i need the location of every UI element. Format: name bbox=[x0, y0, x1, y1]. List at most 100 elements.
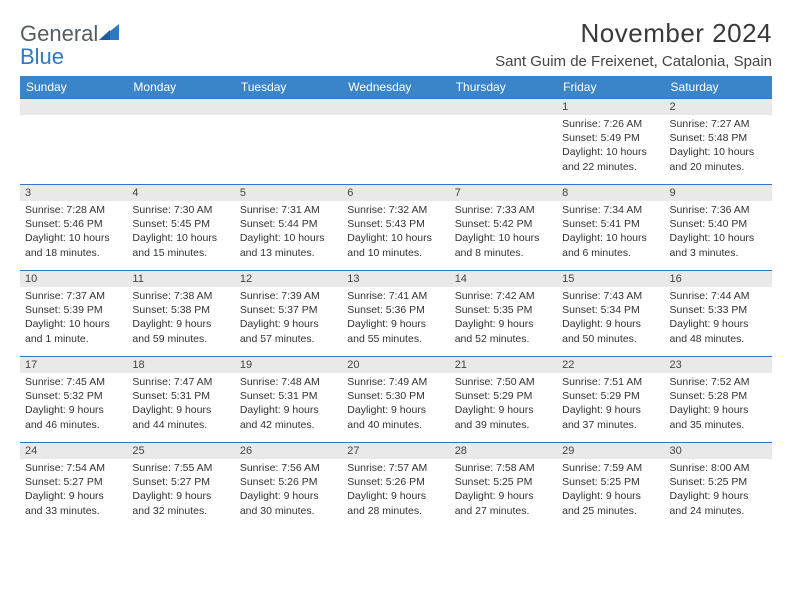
sunset-text: Sunset: 5:40 PM bbox=[670, 217, 767, 231]
calendar-day-cell: 7Sunrise: 7:33 AMSunset: 5:42 PMDaylight… bbox=[450, 185, 557, 271]
daylight-text: Daylight: 9 hours and 44 minutes. bbox=[132, 403, 229, 431]
calendar-empty-cell bbox=[235, 99, 342, 185]
daylight-text: Daylight: 9 hours and 52 minutes. bbox=[455, 317, 552, 345]
sunrise-text: Sunrise: 7:30 AM bbox=[132, 203, 229, 217]
day-details: Sunrise: 7:58 AMSunset: 5:25 PMDaylight:… bbox=[450, 459, 557, 522]
day-details: Sunrise: 7:31 AMSunset: 5:44 PMDaylight:… bbox=[235, 201, 342, 264]
daylight-text: Daylight: 9 hours and 32 minutes. bbox=[132, 489, 229, 517]
sunset-text: Sunset: 5:33 PM bbox=[670, 303, 767, 317]
day-details: Sunrise: 7:55 AMSunset: 5:27 PMDaylight:… bbox=[127, 459, 234, 522]
day-number: 7 bbox=[450, 185, 557, 201]
sunrise-text: Sunrise: 7:43 AM bbox=[562, 289, 659, 303]
daylight-text: Daylight: 9 hours and 28 minutes. bbox=[347, 489, 444, 517]
day-number: 1 bbox=[557, 99, 664, 115]
daylight-text: Daylight: 9 hours and 35 minutes. bbox=[670, 403, 767, 431]
calendar-day-cell: 25Sunrise: 7:55 AMSunset: 5:27 PMDayligh… bbox=[127, 443, 234, 529]
day-number bbox=[127, 99, 234, 115]
calendar-day-cell: 16Sunrise: 7:44 AMSunset: 5:33 PMDayligh… bbox=[665, 271, 772, 357]
day-details: Sunrise: 7:27 AMSunset: 5:48 PMDaylight:… bbox=[665, 115, 772, 178]
header: General Blue November 2024 Sant Guim de … bbox=[20, 18, 772, 70]
sunrise-text: Sunrise: 7:50 AM bbox=[455, 375, 552, 389]
day-number: 30 bbox=[665, 443, 772, 459]
sunrise-text: Sunrise: 7:26 AM bbox=[562, 117, 659, 131]
sunset-text: Sunset: 5:31 PM bbox=[132, 389, 229, 403]
day-number: 5 bbox=[235, 185, 342, 201]
day-details: Sunrise: 7:49 AMSunset: 5:30 PMDaylight:… bbox=[342, 373, 449, 436]
calendar-day-cell: 24Sunrise: 7:54 AMSunset: 5:27 PMDayligh… bbox=[20, 443, 127, 529]
sunrise-text: Sunrise: 7:39 AM bbox=[240, 289, 337, 303]
day-number: 4 bbox=[127, 185, 234, 201]
sail-icon bbox=[99, 24, 121, 47]
weekday-header: Wednesday bbox=[342, 76, 449, 99]
day-number bbox=[20, 99, 127, 115]
sunset-text: Sunset: 5:37 PM bbox=[240, 303, 337, 317]
day-details: Sunrise: 7:54 AMSunset: 5:27 PMDaylight:… bbox=[20, 459, 127, 522]
sunrise-text: Sunrise: 7:41 AM bbox=[347, 289, 444, 303]
sunset-text: Sunset: 5:45 PM bbox=[132, 217, 229, 231]
calendar-empty-cell bbox=[342, 99, 449, 185]
calendar-empty-cell bbox=[127, 99, 234, 185]
day-number: 13 bbox=[342, 271, 449, 287]
sunrise-text: Sunrise: 7:32 AM bbox=[347, 203, 444, 217]
calendar-day-cell: 12Sunrise: 7:39 AMSunset: 5:37 PMDayligh… bbox=[235, 271, 342, 357]
sunrise-text: Sunrise: 7:54 AM bbox=[25, 461, 122, 475]
day-number: 25 bbox=[127, 443, 234, 459]
day-details: Sunrise: 7:48 AMSunset: 5:31 PMDaylight:… bbox=[235, 373, 342, 436]
calendar-day-cell: 22Sunrise: 7:51 AMSunset: 5:29 PMDayligh… bbox=[557, 357, 664, 443]
sunrise-text: Sunrise: 7:33 AM bbox=[455, 203, 552, 217]
day-number: 18 bbox=[127, 357, 234, 373]
day-details: Sunrise: 7:30 AMSunset: 5:45 PMDaylight:… bbox=[127, 201, 234, 264]
day-details: Sunrise: 7:51 AMSunset: 5:29 PMDaylight:… bbox=[557, 373, 664, 436]
day-details: Sunrise: 7:28 AMSunset: 5:46 PMDaylight:… bbox=[20, 201, 127, 264]
sunset-text: Sunset: 5:29 PM bbox=[455, 389, 552, 403]
sunrise-text: Sunrise: 7:48 AM bbox=[240, 375, 337, 389]
calendar-day-cell: 30Sunrise: 8:00 AMSunset: 5:25 PMDayligh… bbox=[665, 443, 772, 529]
day-number: 19 bbox=[235, 357, 342, 373]
day-number bbox=[450, 99, 557, 115]
sunset-text: Sunset: 5:28 PM bbox=[670, 389, 767, 403]
day-details: Sunrise: 7:26 AMSunset: 5:49 PMDaylight:… bbox=[557, 115, 664, 178]
calendar-day-cell: 20Sunrise: 7:49 AMSunset: 5:30 PMDayligh… bbox=[342, 357, 449, 443]
day-details: Sunrise: 7:33 AMSunset: 5:42 PMDaylight:… bbox=[450, 201, 557, 264]
calendar-day-cell: 28Sunrise: 7:58 AMSunset: 5:25 PMDayligh… bbox=[450, 443, 557, 529]
daylight-text: Daylight: 10 hours and 10 minutes. bbox=[347, 231, 444, 259]
sunset-text: Sunset: 5:32 PM bbox=[25, 389, 122, 403]
daylight-text: Daylight: 9 hours and 50 minutes. bbox=[562, 317, 659, 345]
brand-part1: General bbox=[20, 21, 98, 46]
sunrise-text: Sunrise: 7:57 AM bbox=[347, 461, 444, 475]
calendar-week-row: 10Sunrise: 7:37 AMSunset: 5:39 PMDayligh… bbox=[20, 271, 772, 357]
daylight-text: Daylight: 9 hours and 39 minutes. bbox=[455, 403, 552, 431]
sunrise-text: Sunrise: 7:58 AM bbox=[455, 461, 552, 475]
sunrise-text: Sunrise: 8:00 AM bbox=[670, 461, 767, 475]
weekday-header-row: SundayMondayTuesdayWednesdayThursdayFrid… bbox=[20, 76, 772, 99]
daylight-text: Daylight: 9 hours and 48 minutes. bbox=[670, 317, 767, 345]
day-number: 10 bbox=[20, 271, 127, 287]
sunrise-text: Sunrise: 7:47 AM bbox=[132, 375, 229, 389]
sunrise-text: Sunrise: 7:34 AM bbox=[562, 203, 659, 217]
sunset-text: Sunset: 5:27 PM bbox=[132, 475, 229, 489]
daylight-text: Daylight: 10 hours and 6 minutes. bbox=[562, 231, 659, 259]
sunrise-text: Sunrise: 7:42 AM bbox=[455, 289, 552, 303]
day-details: Sunrise: 7:45 AMSunset: 5:32 PMDaylight:… bbox=[20, 373, 127, 436]
calendar-day-cell: 6 Sunrise: 7:32 AMSunset: 5:43 PMDaylight… bbox=[342, 185, 449, 271]
sunset-text: Sunset: 5:43 PM bbox=[347, 217, 444, 231]
day-number: 27 bbox=[342, 443, 449, 459]
day-number: 6 bbox=[342, 185, 449, 201]
day-number bbox=[235, 99, 342, 115]
calendar-day-cell: 17Sunrise: 7:45 AMSunset: 5:32 PMDayligh… bbox=[20, 357, 127, 443]
day-details: Sunrise: 7:50 AMSunset: 5:29 PMDaylight:… bbox=[450, 373, 557, 436]
sunset-text: Sunset: 5:25 PM bbox=[562, 475, 659, 489]
daylight-text: Daylight: 9 hours and 40 minutes. bbox=[347, 403, 444, 431]
sunrise-text: Sunrise: 7:37 AM bbox=[25, 289, 122, 303]
daylight-text: Daylight: 9 hours and 46 minutes. bbox=[25, 403, 122, 431]
calendar-day-cell: 29Sunrise: 7:59 AMSunset: 5:25 PMDayligh… bbox=[557, 443, 664, 529]
calendar-day-cell: 8Sunrise: 7:34 AMSunset: 5:41 PMDaylight… bbox=[557, 185, 664, 271]
calendar-day-cell: 9Sunrise: 7:36 AMSunset: 5:40 PMDaylight… bbox=[665, 185, 772, 271]
day-details: Sunrise: 7:38 AMSunset: 5:38 PMDaylight:… bbox=[127, 287, 234, 350]
sunset-text: Sunset: 5:41 PM bbox=[562, 217, 659, 231]
daylight-text: Daylight: 9 hours and 24 minutes. bbox=[670, 489, 767, 517]
weekday-header: Sunday bbox=[20, 76, 127, 99]
sunset-text: Sunset: 5:44 PM bbox=[240, 217, 337, 231]
day-details: Sunrise: 7:44 AMSunset: 5:33 PMDaylight:… bbox=[665, 287, 772, 350]
calendar-day-cell: 11Sunrise: 7:38 AMSunset: 5:38 PMDayligh… bbox=[127, 271, 234, 357]
